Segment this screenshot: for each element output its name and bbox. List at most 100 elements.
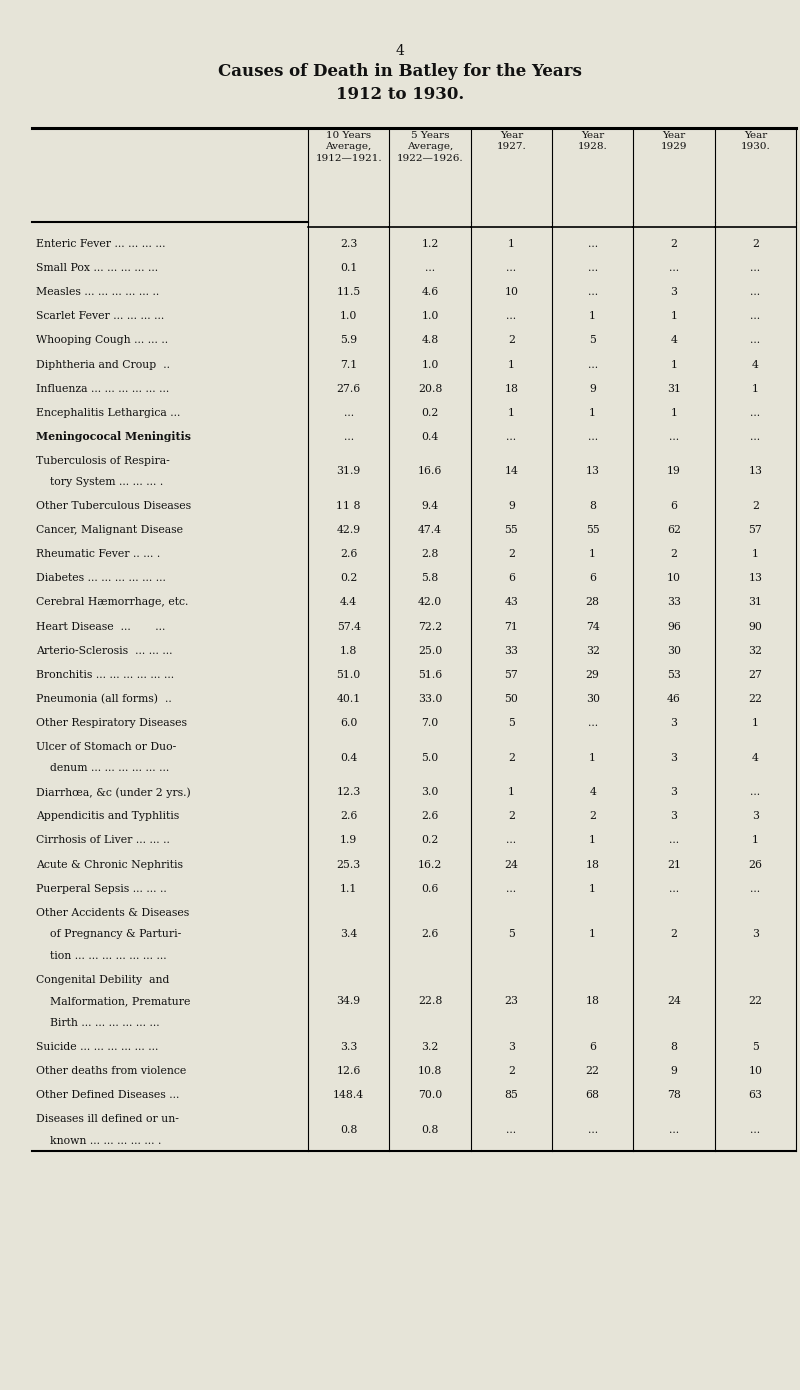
Text: 4: 4	[752, 360, 758, 370]
Text: 13: 13	[748, 467, 762, 477]
Text: 2: 2	[670, 929, 678, 940]
Text: 74: 74	[586, 621, 599, 631]
Text: 16.6: 16.6	[418, 467, 442, 477]
Text: ...: ...	[669, 884, 679, 894]
Text: ...: ...	[506, 311, 516, 321]
Text: 2.6: 2.6	[422, 812, 438, 821]
Text: Influenza ... ... ... ... ... ...: Influenza ... ... ... ... ... ...	[36, 384, 170, 393]
Text: 57: 57	[749, 525, 762, 535]
Text: 25.0: 25.0	[418, 645, 442, 656]
Text: 8: 8	[670, 1042, 678, 1052]
Text: Arterio-Sclerosis  ... ... ...: Arterio-Sclerosis ... ... ...	[36, 645, 173, 656]
Text: Tuberculosis of Respira-: Tuberculosis of Respira-	[36, 456, 170, 466]
Text: ...: ...	[588, 263, 598, 274]
Text: 2: 2	[508, 812, 515, 821]
Text: Congenital Debility  and: Congenital Debility and	[36, 974, 170, 984]
Text: 32: 32	[748, 645, 762, 656]
Text: 1.8: 1.8	[340, 645, 358, 656]
Text: 7.0: 7.0	[422, 717, 438, 728]
Text: 68: 68	[586, 1090, 600, 1099]
Text: 6.0: 6.0	[340, 717, 358, 728]
Text: 7.1: 7.1	[340, 360, 358, 370]
Text: 4.6: 4.6	[422, 288, 438, 297]
Text: 3: 3	[670, 812, 678, 821]
Text: Other deaths from violence: Other deaths from violence	[36, 1066, 186, 1076]
Text: 23: 23	[504, 997, 518, 1006]
Text: 2: 2	[752, 502, 759, 512]
Text: 3: 3	[508, 1042, 515, 1052]
Text: 40.1: 40.1	[337, 694, 361, 703]
Text: Appendicitis and Typhlitis: Appendicitis and Typhlitis	[36, 812, 179, 821]
Text: 25.3: 25.3	[337, 859, 361, 870]
Text: 43: 43	[504, 598, 518, 607]
Text: 47.4: 47.4	[418, 525, 442, 535]
Text: Year
1927.: Year 1927.	[497, 131, 526, 152]
Text: 78: 78	[667, 1090, 681, 1099]
Text: 1.2: 1.2	[422, 239, 438, 249]
Text: 20.8: 20.8	[418, 384, 442, 393]
Text: 3.2: 3.2	[422, 1042, 438, 1052]
Text: 4.8: 4.8	[422, 335, 438, 346]
Text: 0.2: 0.2	[422, 835, 438, 845]
Text: 6: 6	[589, 574, 596, 584]
Text: ...: ...	[750, 263, 760, 274]
Text: 2: 2	[508, 752, 515, 763]
Text: 2.6: 2.6	[422, 929, 438, 940]
Text: 1: 1	[752, 384, 759, 393]
Text: Rheumatic Fever .. ... .: Rheumatic Fever .. ... .	[36, 549, 160, 559]
Text: ...: ...	[750, 787, 760, 798]
Text: Malformation, Premature: Malformation, Premature	[36, 997, 190, 1006]
Text: 3: 3	[670, 717, 678, 728]
Text: 4: 4	[395, 44, 405, 58]
Text: Year
1929: Year 1929	[661, 131, 687, 152]
Text: 85: 85	[504, 1090, 518, 1099]
Text: ...: ...	[588, 1125, 598, 1134]
Text: 5.8: 5.8	[422, 574, 438, 584]
Text: 1: 1	[508, 239, 515, 249]
Text: 22: 22	[748, 694, 762, 703]
Text: 2.8: 2.8	[422, 549, 438, 559]
Text: 0.4: 0.4	[340, 752, 358, 763]
Text: 72.2: 72.2	[418, 621, 442, 631]
Text: 57: 57	[505, 670, 518, 680]
Text: 24: 24	[504, 859, 518, 870]
Text: 27: 27	[748, 670, 762, 680]
Text: 51.0: 51.0	[337, 670, 361, 680]
Text: Other Tuberculous Diseases: Other Tuberculous Diseases	[36, 502, 191, 512]
Text: 1: 1	[752, 549, 759, 559]
Text: 4: 4	[752, 752, 758, 763]
Text: Measles ... ... ... ... ... ..: Measles ... ... ... ... ... ..	[36, 288, 159, 297]
Text: 18: 18	[504, 384, 518, 393]
Text: 70.0: 70.0	[418, 1090, 442, 1099]
Text: 11 8: 11 8	[337, 502, 361, 512]
Text: 13: 13	[586, 467, 600, 477]
Text: Birth ... ... ... ... ... ...: Birth ... ... ... ... ... ...	[36, 1017, 160, 1027]
Text: 2: 2	[670, 239, 678, 249]
Text: denum ... ... ... ... ... ...: denum ... ... ... ... ... ...	[36, 763, 170, 773]
Text: 4: 4	[590, 787, 596, 798]
Text: 22: 22	[586, 1066, 600, 1076]
Text: 1912 to 1930.: 1912 to 1930.	[336, 86, 464, 103]
Text: ...: ...	[750, 407, 760, 417]
Text: 2: 2	[589, 812, 596, 821]
Text: 0.4: 0.4	[422, 432, 438, 442]
Text: 42.0: 42.0	[418, 598, 442, 607]
Text: 6: 6	[508, 574, 515, 584]
Text: 96: 96	[667, 621, 681, 631]
Text: Year
1930.: Year 1930.	[741, 131, 770, 152]
Text: Acute & Chronic Nephritis: Acute & Chronic Nephritis	[36, 859, 183, 870]
Text: 10: 10	[748, 1066, 762, 1076]
Text: 1.9: 1.9	[340, 835, 358, 845]
Text: 0.2: 0.2	[422, 407, 438, 417]
Text: 22.8: 22.8	[418, 997, 442, 1006]
Text: 1.0: 1.0	[422, 311, 438, 321]
Text: Cancer, Malignant Disease: Cancer, Malignant Disease	[36, 525, 183, 535]
Text: 22: 22	[748, 997, 762, 1006]
Text: 10: 10	[667, 574, 681, 584]
Text: Puerperal Sepsis ... ... ..: Puerperal Sepsis ... ... ..	[36, 884, 166, 894]
Text: 9.4: 9.4	[422, 502, 438, 512]
Text: 3.4: 3.4	[340, 929, 358, 940]
Text: 55: 55	[586, 525, 599, 535]
Text: 33: 33	[667, 598, 681, 607]
Text: Small Pox ... ... ... ... ...: Small Pox ... ... ... ... ...	[36, 263, 158, 274]
